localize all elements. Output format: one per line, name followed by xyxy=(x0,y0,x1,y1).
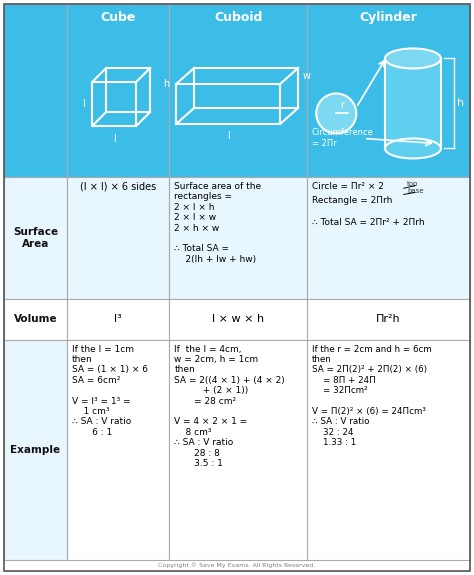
Text: If the r = 2cm and h = 6cm
then
SA = 2Π(2)² + 2Π(2) × (6)
    = 8Π + 24Π
    = 3: If the r = 2cm and h = 6cm then SA = 2Π(… xyxy=(312,344,432,447)
Bar xyxy=(67,340,169,559)
Bar xyxy=(307,4,470,177)
Bar xyxy=(169,177,307,299)
Bar xyxy=(67,4,169,177)
Text: If  the l = 4cm,
w = 2cm, h = 1cm
then
SA = 2((4 × 1) + (4 × 2)
          + (2 ×: If the l = 4cm, w = 2cm, h = 1cm then SA… xyxy=(174,344,285,468)
Text: Copyright © Save My Exams. All Rights Reserved.: Copyright © Save My Exams. All Rights Re… xyxy=(158,563,316,568)
Text: r: r xyxy=(340,101,344,110)
Circle shape xyxy=(316,94,356,133)
Text: top
base: top base xyxy=(407,181,423,194)
Text: If the l = 1cm
then
SA = (1 × 1) × 6
SA = 6cm²

V = l³ = 1³ =
    1 cm³
∴ SA : V: If the l = 1cm then SA = (1 × 1) × 6 SA … xyxy=(72,344,148,437)
Text: Surface area of the
rectangles =
2 × l × h
2 × l × w
2 × h × w

∴ Total SA =
   : Surface area of the rectangles = 2 × l ×… xyxy=(174,182,262,264)
Bar xyxy=(4,340,67,559)
Text: Cylinder: Cylinder xyxy=(359,11,418,24)
Bar xyxy=(307,177,470,299)
Bar xyxy=(4,177,67,299)
Bar xyxy=(169,340,307,559)
Text: l: l xyxy=(82,99,85,109)
Bar xyxy=(307,299,470,340)
Text: Surface
Area: Surface Area xyxy=(13,227,58,248)
Ellipse shape xyxy=(385,48,441,68)
Bar xyxy=(4,4,67,177)
Text: Example: Example xyxy=(10,444,61,455)
Text: ∴ Total SA = 2Πr² + 2Πrh: ∴ Total SA = 2Πr² + 2Πrh xyxy=(312,218,425,227)
Text: Circle = Πr² × 2: Circle = Πr² × 2 xyxy=(312,182,384,191)
Text: h: h xyxy=(457,98,464,109)
Ellipse shape xyxy=(385,139,441,159)
Bar xyxy=(4,299,67,340)
Text: Volume: Volume xyxy=(14,315,57,324)
Bar xyxy=(67,177,169,299)
Text: Rectangle = 2Πrh: Rectangle = 2Πrh xyxy=(312,196,392,205)
Text: Πr²h: Πr²h xyxy=(376,315,401,324)
Text: h: h xyxy=(163,79,169,89)
Text: l: l xyxy=(227,131,229,141)
Text: Circumference
= 2Πr: Circumference = 2Πr xyxy=(312,128,374,148)
Bar xyxy=(307,340,470,559)
Bar xyxy=(169,4,307,177)
Polygon shape xyxy=(385,59,441,148)
Text: l³: l³ xyxy=(114,315,122,324)
Text: w: w xyxy=(302,71,310,81)
Text: l × w × h: l × w × h xyxy=(212,315,264,324)
Bar xyxy=(67,299,169,340)
Text: l: l xyxy=(113,134,116,144)
Text: Cube: Cube xyxy=(100,11,136,24)
Text: Cuboid: Cuboid xyxy=(214,11,262,24)
Text: (l × l) × 6 sides: (l × l) × 6 sides xyxy=(80,182,156,192)
Bar xyxy=(169,299,307,340)
